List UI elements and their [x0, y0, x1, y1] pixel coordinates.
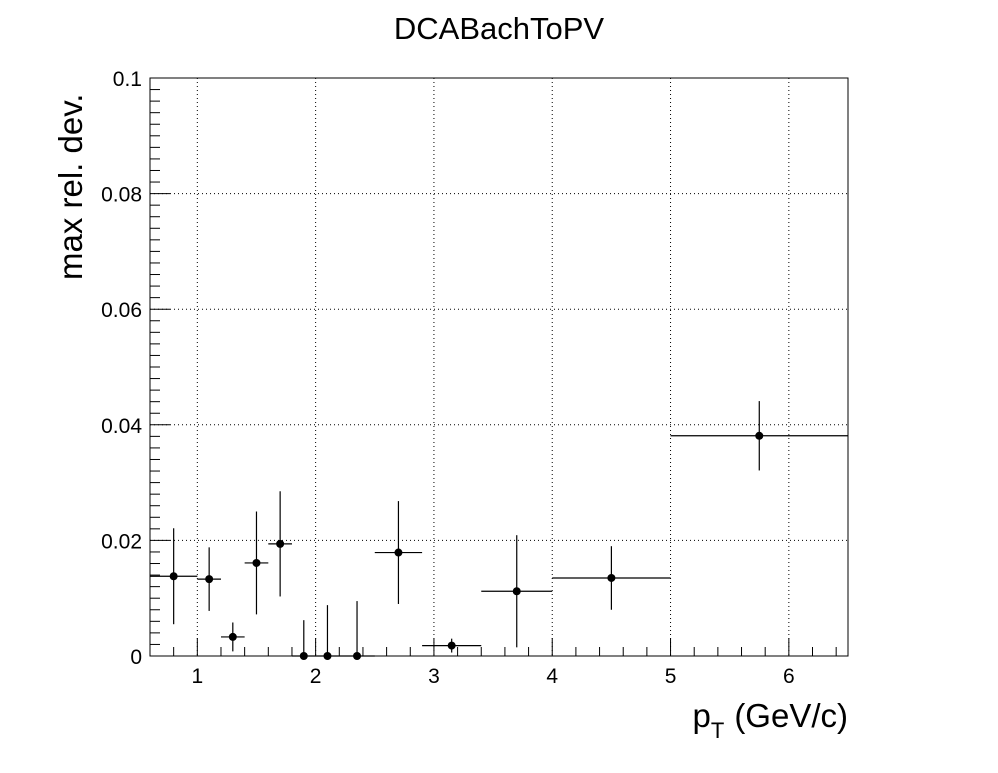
- x-axis-label: pT (GeV/c): [693, 697, 849, 743]
- tick-labels: 1 2 3 4 5 6 0 0.02 0.04 0.06 0.08 0.1: [101, 68, 795, 688]
- data-point: [394, 548, 403, 557]
- y-tick-label: 0.08: [101, 184, 142, 207]
- plot-frame: [149, 77, 849, 657]
- data-point: [205, 575, 214, 584]
- x-tick-label: 5: [665, 665, 677, 688]
- grid: [150, 78, 848, 656]
- y-tick-label: 0: [130, 646, 142, 669]
- data-point: [169, 572, 178, 581]
- data-point: [276, 539, 285, 548]
- x-axis-label-main: p: [693, 697, 711, 734]
- y-tick-label: 0.1: [113, 68, 142, 91]
- data-point: [512, 587, 521, 596]
- data-points: [169, 431, 764, 660]
- x-tick-label: 3: [428, 665, 440, 688]
- y-tick-label: 0.04: [101, 415, 142, 438]
- x-axis-label-unit: (GeV/c): [734, 697, 848, 734]
- x-tick-label: 4: [546, 665, 558, 688]
- y-tick-label: 0.06: [101, 299, 142, 322]
- data-point: [755, 431, 764, 440]
- error-bars: [150, 401, 848, 657]
- x-tick-label: 2: [310, 665, 322, 688]
- data-point: [607, 573, 616, 582]
- data-point: [228, 632, 237, 641]
- y-tick-label: 0.02: [101, 530, 142, 553]
- x-tick-label: 1: [191, 665, 203, 688]
- chart-title: DCABachToPV: [394, 11, 605, 46]
- data-point: [447, 641, 456, 650]
- x-axis-label-sub: T: [711, 718, 724, 743]
- y-axis-label: max rel. dev.: [52, 94, 89, 280]
- axis-ticks: [149, 77, 837, 657]
- data-point: [252, 558, 261, 567]
- x-tick-label: 6: [783, 665, 795, 688]
